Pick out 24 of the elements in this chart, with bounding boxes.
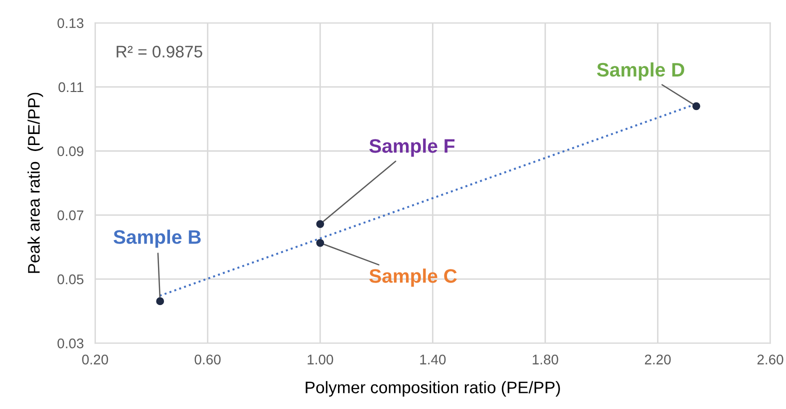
y-tick-label: 0.11 [58,82,84,92]
x-tick-label: 1.40 [420,354,446,364]
annotation: R² = 0.9875 [116,46,202,58]
y-tick-label: 0.13 [58,18,84,28]
x-tick-label: 0.60 [194,354,221,364]
y-tick-label: 0.09 [58,146,84,156]
y-tick-label: 0.03 [58,338,84,348]
y-tick-label: 0.07 [58,210,84,220]
annotation: Sample B [114,230,201,248]
x-tick-label: 2.20 [644,354,671,364]
point [316,220,324,228]
point [156,297,164,306]
annotation: Sample D [596,62,684,81]
y-axis-title: Peak area ratio (PE/PP) [28,92,44,273]
point [692,102,700,110]
x-tick-label: 1.80 [532,354,558,364]
annotation: Sample F [369,138,455,157]
point [316,238,324,247]
x-tick-label: 0.20 [82,354,108,364]
x-tick-label: 1.00 [308,354,334,364]
y-tick-label: 0.05 [58,274,84,284]
x-tick-label: 2.60 [757,354,784,364]
x-axis-title: Polymer composition ratio (PE/PP) [306,381,560,397]
annotation: Sample C [369,268,457,287]
